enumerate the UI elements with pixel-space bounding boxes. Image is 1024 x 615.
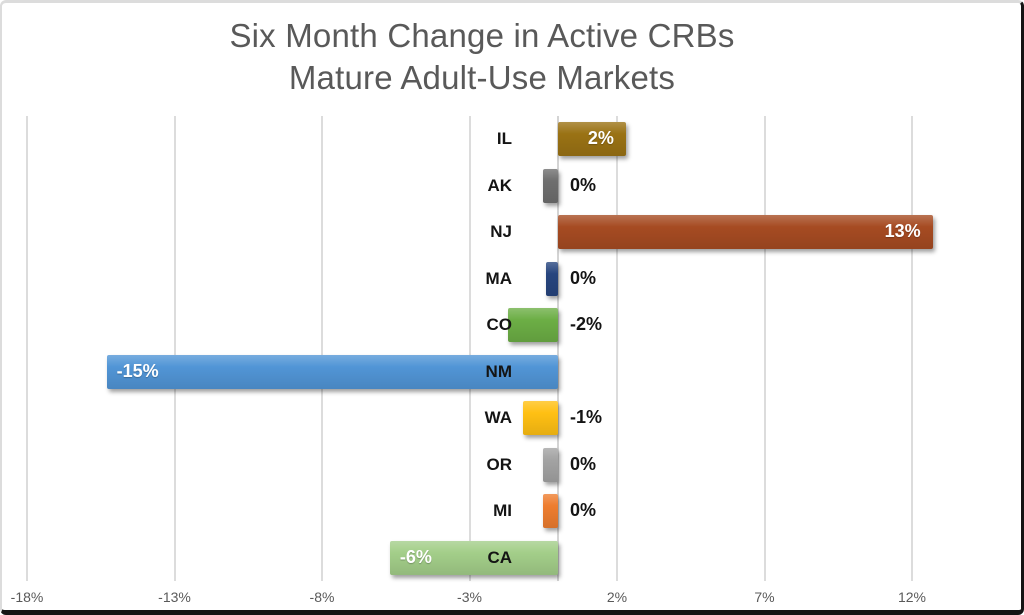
bar-il: [558, 122, 626, 157]
category-label-mi: MI: [493, 501, 512, 521]
chart-title: Six Month Change in Active CRBs: [229, 17, 735, 54]
category-label-ak: AK: [487, 175, 512, 195]
zero-axis-line: [557, 116, 559, 581]
x-axis-tick-label: -8%: [309, 589, 335, 605]
category-label-il: IL: [496, 129, 512, 149]
bar-co: [507, 308, 558, 343]
x-axis-tick-label: -18%: [10, 589, 44, 605]
value-label-ak: 0%: [570, 174, 597, 195]
x-axis-tick-label: 12%: [897, 589, 927, 605]
x-axis-tick-label: 7%: [754, 589, 775, 605]
value-label-nj: 13%: [884, 221, 921, 242]
value-label-ca: -6%: [399, 546, 432, 567]
category-label-wa: WA: [484, 408, 512, 428]
value-label-il: 2%: [587, 128, 614, 149]
gridline: [616, 116, 618, 581]
bar-ak: [543, 168, 558, 203]
value-label-wa: -1%: [570, 407, 603, 428]
x-axis-tick-label: -3%: [457, 589, 482, 605]
bar-or: [543, 447, 558, 482]
gridline: [26, 116, 28, 581]
category-label-or: OR: [486, 454, 513, 474]
gridline: [763, 116, 766, 581]
value-label-co: -2%: [570, 314, 603, 335]
bar-mi: [543, 494, 558, 529]
gridline: [173, 116, 176, 581]
x-axis-tick-label: -13%: [158, 589, 191, 605]
bar-wa: [522, 401, 558, 436]
bar-nm: [106, 354, 558, 389]
category-label-ca: CA: [487, 547, 512, 567]
chart-subtitle: Mature Adult-Use Markets: [288, 59, 676, 97]
plot-area: -18% -13% -8% -3% 2% 7% 12% IL 2% AK 0% NJ 13% MA 0% CO…: [2, 3, 1021, 610]
bar-nj: [558, 215, 933, 250]
category-label-nm: NM: [485, 361, 512, 381]
gridline: [468, 116, 471, 581]
gridline: [911, 116, 913, 581]
x-axis-tick-label: 2%: [606, 589, 628, 605]
category-label-nj: NJ: [490, 222, 512, 242]
bar-ca: [389, 540, 558, 575]
chart-title-block: Six Month Change in Active CRBs Mature A…: [2, 15, 962, 99]
category-label-co: CO: [486, 315, 513, 335]
value-label-or: 0%: [570, 453, 597, 474]
gridline: [321, 116, 323, 581]
value-label-nm: -15%: [116, 360, 159, 381]
bar-ma: [546, 261, 558, 296]
value-label-mi: 0%: [570, 500, 597, 521]
category-label-ma: MA: [485, 268, 512, 288]
value-label-ma: 0%: [570, 267, 597, 288]
